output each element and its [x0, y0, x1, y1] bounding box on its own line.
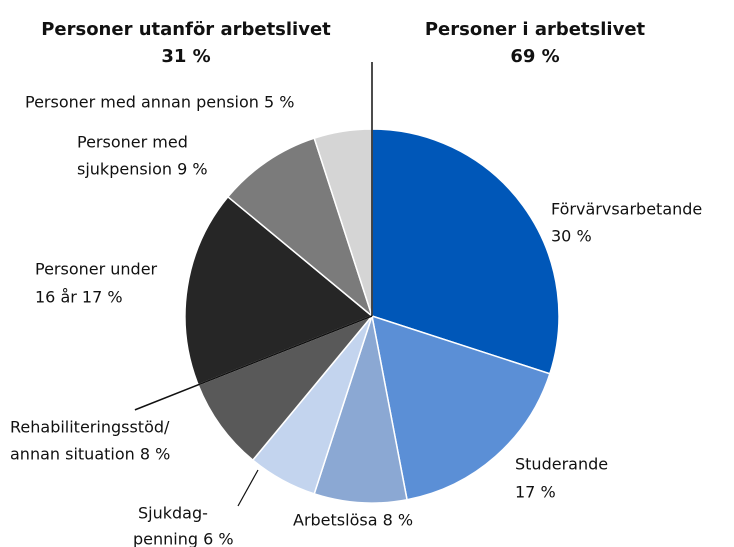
- slice-label: Sjukdag-: [138, 504, 208, 523]
- slice-label: Studerande: [515, 455, 608, 474]
- slice-label: annan situation 8 %: [10, 445, 170, 464]
- pie-slice: [226, 137, 374, 319]
- pie-slice: [197, 315, 373, 462]
- pie-slice: [313, 315, 408, 504]
- leader-line: [237, 469, 259, 507]
- slice-label: penning 6 %: [133, 530, 234, 547]
- pie-slice: [184, 195, 374, 386]
- slice-label: Personer under: [35, 260, 158, 279]
- slice-label: sjukpension 9 %: [77, 160, 208, 179]
- slice-label: Arbetslösa 8 %: [293, 511, 413, 530]
- group-title: Personer i arbetslivet: [425, 19, 646, 40]
- slice-label: 30 %: [551, 227, 592, 246]
- slice-label: Personer med: [77, 133, 188, 152]
- slice-label: 17 %: [515, 483, 556, 502]
- slice-label: Personer med annan pension 5 %: [25, 93, 294, 112]
- slice-label: Rehabiliteringsstöd/: [10, 418, 170, 437]
- group-divider: [134, 315, 373, 411]
- pie-slice: [371, 314, 551, 501]
- group-value: 69 %: [510, 46, 559, 67]
- group-value: 31 %: [161, 46, 210, 67]
- slice-label: 16 år 17 %: [35, 288, 123, 307]
- group-title: Personer utanför arbetslivet: [41, 19, 331, 40]
- slice-label: Förvärvsarbetande: [551, 200, 702, 219]
- pie-slice: [371, 128, 560, 375]
